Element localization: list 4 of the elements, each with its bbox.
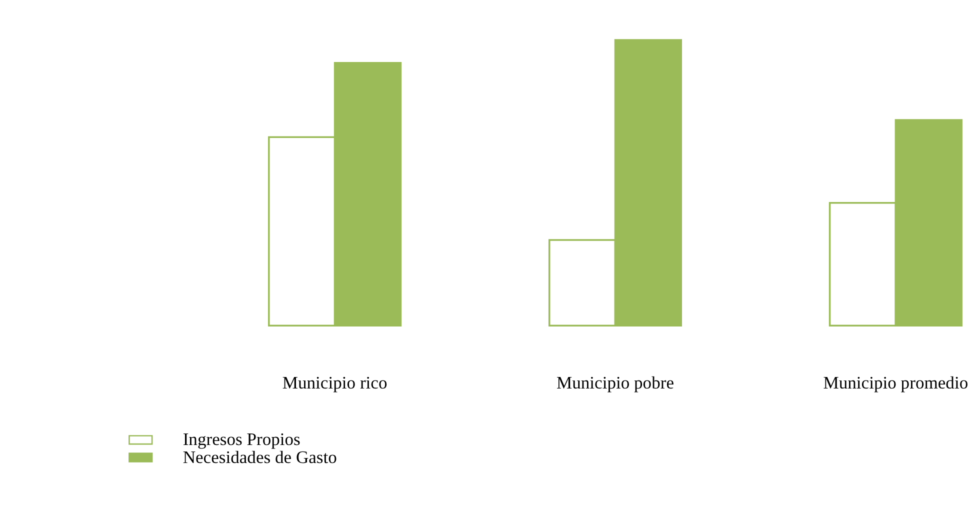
x-tick-label: Municipio promedio [823,372,968,392]
x-tick-label: Municipio pobre [556,372,674,392]
legend-label: Ingresos Propios [182,429,301,450]
x-tick-label: Municipio rico [282,372,388,392]
